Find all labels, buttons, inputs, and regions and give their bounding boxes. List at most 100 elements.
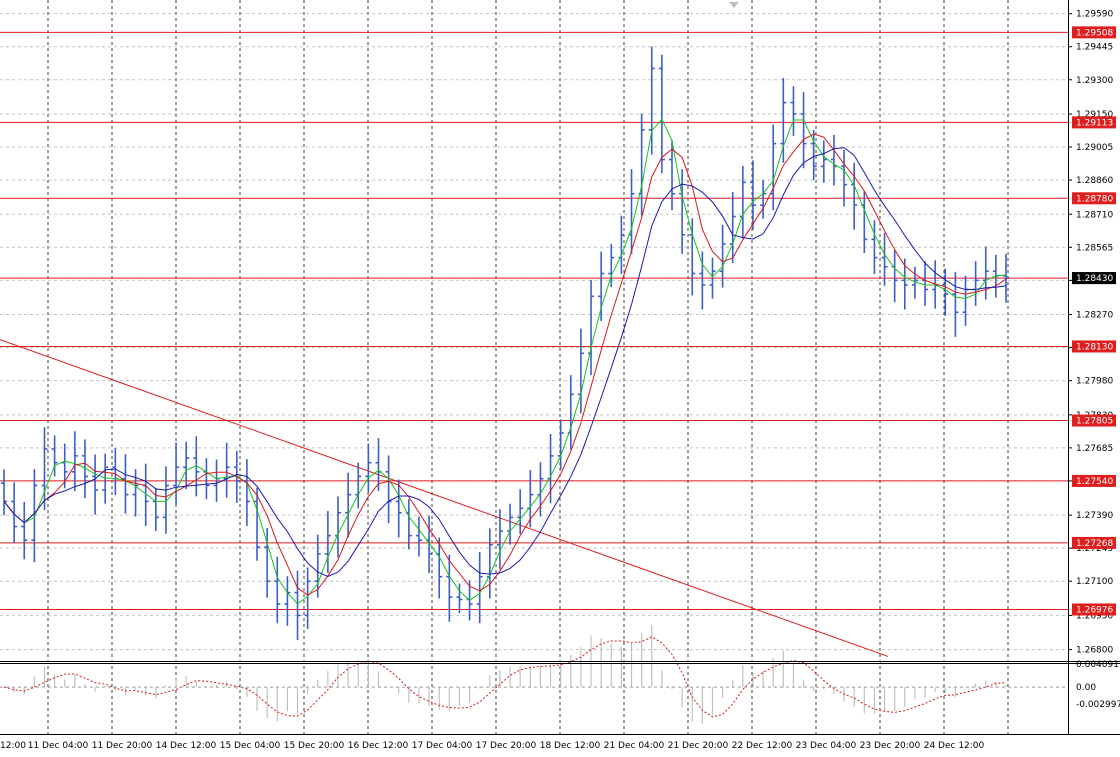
- candle: [456, 583, 463, 614]
- osc-tick-label: 0.004091: [1076, 660, 1119, 670]
- current-price-bg: [1072, 272, 1116, 285]
- candle: [709, 257, 716, 299]
- candle: [162, 466, 169, 534]
- candle: [345, 472, 352, 538]
- candle: [173, 442, 180, 505]
- candle: [274, 556, 281, 624]
- candle: [496, 509, 503, 570]
- candle: [841, 149, 848, 207]
- candle: [51, 435, 58, 477]
- candle: [254, 487, 261, 561]
- candle: [1003, 253, 1009, 303]
- level-price-tag[interactable]: 1.28780: [1072, 192, 1116, 205]
- candle: [810, 129, 817, 181]
- ma-medium-line: [3, 133, 1007, 596]
- ma-fast-line: [3, 118, 1007, 605]
- candle: [365, 443, 372, 493]
- candle: [21, 501, 28, 560]
- candle: [830, 134, 837, 186]
- level-price-tag[interactable]: 1.29508: [1072, 26, 1116, 39]
- candle: [476, 552, 483, 624]
- candle: [264, 527, 271, 598]
- candle: [102, 453, 109, 504]
- x-tick-label: 21 Dec 20:00: [668, 741, 729, 751]
- current-price-tag: 1.28430: [1072, 272, 1116, 285]
- y-tick-label: 1.28860: [1076, 176, 1113, 186]
- candle: [881, 232, 888, 286]
- level-price-tag[interactable]: 1.27540: [1072, 474, 1116, 487]
- x-tick-label: 21 Dec 04:00: [604, 741, 665, 751]
- candle: [31, 469, 38, 563]
- candle: [183, 441, 190, 490]
- candle: [952, 272, 959, 337]
- level-tag-text: 1.27540: [1076, 477, 1113, 487]
- candle: [790, 86, 797, 136]
- level-price-tag[interactable]: 1.27268: [1072, 536, 1116, 549]
- candle: [719, 224, 726, 288]
- candle: [648, 46, 655, 155]
- level-tag-bg: [1072, 26, 1116, 39]
- y-tick-label: 1.29005: [1076, 143, 1113, 153]
- level-tag-bg: [1072, 340, 1116, 353]
- level-tag-text: 1.27805: [1076, 417, 1113, 427]
- x-tick-label: 14 Dec 12:00: [156, 741, 217, 751]
- level-tag-bg: [1072, 192, 1116, 205]
- candle: [780, 77, 787, 163]
- level-tag-text: 1.29508: [1076, 28, 1113, 38]
- candle: [395, 479, 402, 538]
- y-tick-label: 1.29150: [1076, 110, 1113, 120]
- candle: [942, 268, 949, 316]
- y-tick-label: 1.27685: [1076, 444, 1113, 454]
- candle: [314, 534, 321, 598]
- candle: [415, 516, 422, 557]
- y-tick-label: 1.29300: [1076, 76, 1113, 86]
- x-tick-label: 17 Dec 20:00: [476, 741, 537, 751]
- x-tick-label: 18 Dec 12:00: [540, 741, 601, 751]
- level-price-tag[interactable]: 1.28130: [1072, 340, 1116, 353]
- y-tick-label: 1.26800: [1076, 646, 1113, 656]
- y-tick-label: 1.27245: [1076, 544, 1113, 554]
- candle: [446, 554, 453, 622]
- candle: [658, 54, 665, 174]
- x-tick-label: 16 Dec 12:00: [348, 741, 409, 751]
- x-tick-label: 22 Dec 12:00: [732, 741, 793, 751]
- x-tick-label: 23 Dec 04:00: [796, 741, 857, 751]
- level-tag-bg: [1072, 603, 1116, 616]
- shift-marker-icon[interactable]: [729, 2, 739, 8]
- candle: [71, 431, 78, 491]
- level-tag-text: 1.28130: [1076, 342, 1113, 352]
- y-tick-label: 1.28565: [1076, 243, 1113, 253]
- candle: [81, 439, 88, 499]
- level-tag-text: 1.26976: [1076, 605, 1113, 615]
- candle: [193, 436, 200, 497]
- level-tag-bg: [1072, 536, 1116, 549]
- candle: [122, 454, 129, 514]
- candle: [517, 489, 524, 534]
- candle: [669, 140, 675, 211]
- candle: [324, 511, 331, 574]
- candle: [294, 570, 301, 641]
- level-tag-bg: [1072, 414, 1116, 427]
- ma-slow-line: [3, 147, 1007, 577]
- trend-line[interactable]: [0, 339, 889, 657]
- y-tick-label: 1.27390: [1076, 511, 1113, 521]
- y-tick-label: 1.28270: [1076, 311, 1113, 321]
- level-tag-text: 1.29113: [1076, 118, 1113, 128]
- candle: [689, 218, 696, 296]
- level-price-tag[interactable]: 1.26976: [1072, 603, 1116, 616]
- level-tag-text: 1.27268: [1076, 539, 1113, 549]
- candle: [11, 482, 18, 543]
- y-tick-label: 1.29590: [1076, 10, 1113, 20]
- candle: [901, 258, 908, 310]
- y-tick-label: 1.27100: [1076, 577, 1113, 587]
- level-price-tag[interactable]: 1.29113: [1072, 116, 1116, 129]
- y-tick-label: 1.29445: [1076, 43, 1113, 53]
- x-tick-label: 15 Dec 20:00: [284, 741, 345, 751]
- y-tick-label: 1.27980: [1076, 377, 1113, 387]
- candle: [41, 427, 48, 511]
- current-price-text: 1.28430: [1076, 274, 1113, 284]
- level-tag-text: 1.28780: [1076, 194, 1113, 204]
- level-price-tag[interactable]: 1.27805: [1072, 414, 1116, 427]
